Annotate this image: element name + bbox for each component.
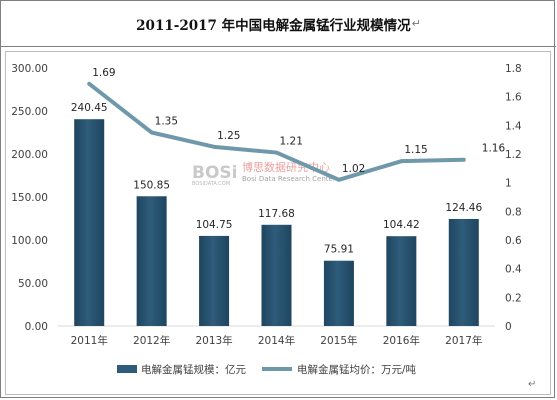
line-value-label: 1.02 (342, 163, 365, 175)
bar (386, 236, 417, 326)
bar (323, 260, 354, 326)
line-point (212, 145, 216, 149)
bar (261, 224, 292, 326)
x-tick-label: 2016年 (383, 334, 420, 347)
y-right-tick-label: 1.6 (505, 92, 522, 104)
y-right-tick-label: 0 (505, 321, 512, 333)
y-right-tick-label: 1 (505, 178, 512, 190)
watermark-name-en: Bosi Data Research Center (242, 175, 336, 183)
line-point (87, 82, 91, 86)
bar (448, 218, 479, 326)
y-left-tick-label: 150.00 (11, 192, 48, 204)
y-right-tick-label: 0.8 (505, 206, 522, 218)
bar (136, 196, 167, 326)
y-left-tick-label: 300.00 (11, 63, 48, 75)
x-tick-label: 2014年 (258, 334, 295, 347)
x-tick-label: 2012年 (133, 334, 170, 347)
y-left-tick-label: 200.00 (11, 149, 48, 161)
watermark-logo: BOSi (192, 163, 237, 183)
line-value-label: 1.35 (155, 116, 178, 128)
y-right-tick-label: 0.4 (505, 264, 522, 276)
bar (74, 119, 105, 326)
y-left-tick-label: 50.00 (18, 278, 48, 290)
bar-value-label: 124.46 (445, 202, 482, 214)
bar-value-label: 240.45 (71, 102, 108, 114)
line-point (462, 158, 466, 162)
bar-value-label: 75.91 (324, 244, 354, 256)
title-row: 2011-2017 年中国电解金属锰行业规模情况 ↵ (1, 1, 556, 47)
line-value-label: 1.21 (280, 136, 303, 148)
watermark-name-cn: 博思数据研究中心 (242, 160, 330, 174)
line-value-label: 1.25 (217, 130, 240, 142)
paragraph-mark-icon: ↵ (528, 379, 537, 390)
legend-line-label: 电解金属锰均价：万元/吨 (297, 363, 417, 376)
y-right-tick-label: 1.4 (505, 120, 522, 132)
y-left-tick-label: 250.00 (11, 106, 48, 118)
line-point (150, 131, 154, 134)
chart-title: 2011-2017 年中国电解金属锰行业规模情况 (136, 17, 411, 34)
line-point (275, 151, 278, 155)
line-value-label: 1.69 (92, 67, 115, 79)
y-left-tick-label: 0.00 (25, 321, 48, 333)
y-right-tick-label: 0.6 (505, 235, 522, 247)
line-point (337, 178, 341, 182)
x-tick-label: 2017年 (445, 334, 482, 347)
watermark-logo-small: BOSIDATA.COM (192, 181, 230, 187)
bar-value-label: 104.75 (196, 219, 233, 231)
y-right-tick-label: 1.2 (505, 149, 522, 161)
x-tick-label: 2015年 (320, 334, 357, 347)
legend-bar-swatch (117, 365, 137, 373)
bar (199, 235, 230, 326)
line-value-label: 1.15 (404, 144, 427, 156)
bar-value-label: 150.85 (133, 179, 170, 191)
bar-value-label: 104.42 (383, 219, 420, 231)
x-tick-label: 2011年 (71, 334, 108, 347)
line-point (399, 159, 403, 163)
legend-bar-label: 电解金属锰规模：亿元 (141, 363, 246, 376)
chart-area (5, 51, 551, 395)
bar-value-label: 117.68 (258, 208, 295, 220)
x-tick-label: 2013年 (195, 334, 232, 347)
paragraph-mark-icon: ↵ (411, 17, 421, 30)
line-value-label: 1.16 (482, 143, 506, 155)
y-left-tick-label: 100.00 (11, 235, 48, 247)
y-right-tick-label: 0.2 (505, 292, 522, 304)
y-right-tick-label: 1.8 (505, 63, 522, 75)
